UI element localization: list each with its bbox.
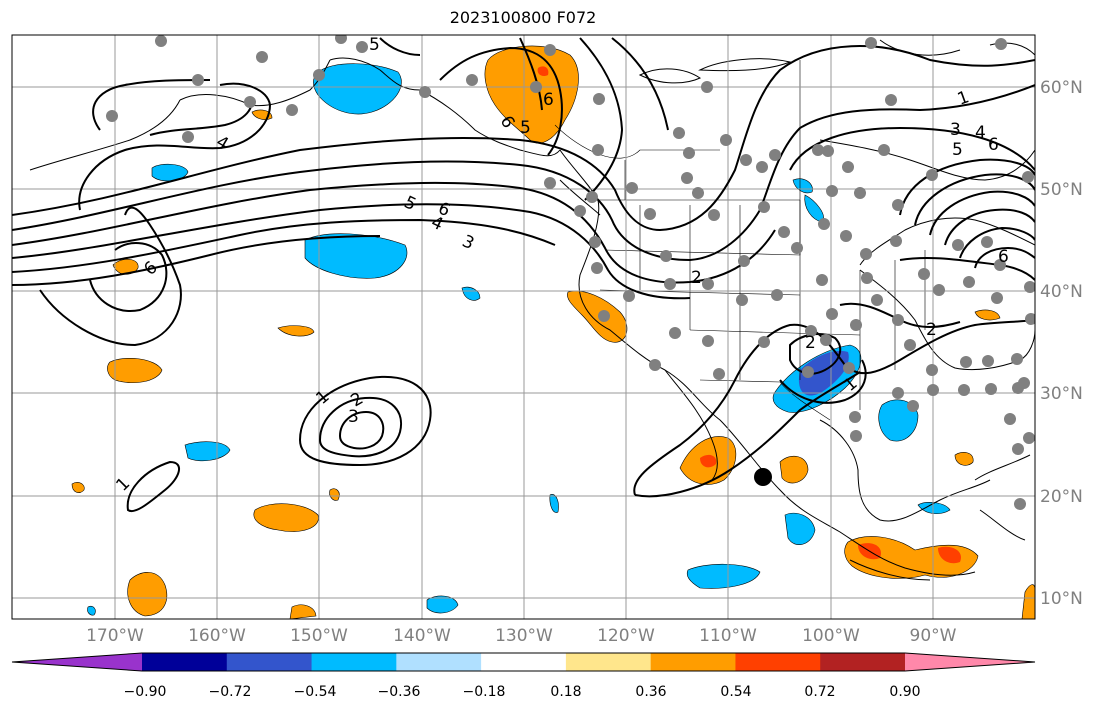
svg-text:2: 2 bbox=[805, 333, 816, 353]
colorbar-tick: −0.90 bbox=[124, 684, 167, 700]
map-frame bbox=[11, 34, 1036, 620]
colorbar-tick: 0.90 bbox=[889, 684, 920, 700]
map-title: 2023100800 F072 bbox=[449, 8, 597, 27]
lon-label: 100°W bbox=[802, 626, 860, 646]
svg-text:6: 6 bbox=[543, 90, 554, 110]
colorbar-segment bbox=[481, 653, 567, 671]
colorbar-tick: 0.36 bbox=[635, 684, 666, 700]
svg-text:5: 5 bbox=[369, 35, 380, 55]
colorbar-segment bbox=[396, 653, 482, 671]
colorbar-segment bbox=[12, 653, 142, 671]
lat-label: 60°N bbox=[1040, 78, 1083, 98]
lat-label: 50°N bbox=[1040, 180, 1083, 200]
colorbar-outline bbox=[11, 652, 1036, 672]
positive-anomaly-shading bbox=[71, 45, 1035, 619]
colorbar-tick: 0.72 bbox=[804, 684, 835, 700]
lon-label: 130°W bbox=[495, 626, 553, 646]
svg-text:2: 2 bbox=[691, 268, 702, 288]
colorbar bbox=[11, 652, 1036, 672]
lon-label: 120°W bbox=[597, 626, 655, 646]
graticule bbox=[12, 35, 1035, 619]
colorbar-segment bbox=[650, 653, 736, 671]
lon-label: 150°W bbox=[290, 626, 348, 646]
lat-label: 20°N bbox=[1040, 487, 1083, 507]
colorbar-tick: 0.54 bbox=[720, 684, 751, 700]
lat-label: 10°N bbox=[1040, 589, 1083, 609]
colorbar-tick: −0.18 bbox=[463, 684, 506, 700]
lon-label: 140°W bbox=[393, 626, 451, 646]
station-markers bbox=[106, 35, 1035, 510]
svg-text:6: 6 bbox=[988, 135, 999, 155]
svg-text:3: 3 bbox=[348, 407, 359, 427]
lat-label: 40°N bbox=[1040, 282, 1083, 302]
strong-positive-shading bbox=[537, 66, 961, 564]
svg-text:4: 4 bbox=[975, 123, 986, 143]
colorbar-segment bbox=[905, 653, 1035, 671]
svg-text:5: 5 bbox=[952, 140, 963, 160]
colorbar-tick-labels: −0.90 −0.72 −0.54 −0.36 −0.18 0.18 0.36 … bbox=[124, 684, 921, 700]
colorbar-segment bbox=[311, 653, 397, 671]
lon-label: 160°W bbox=[188, 626, 246, 646]
colorbar-tick: −0.54 bbox=[294, 684, 337, 700]
lon-label: 170°W bbox=[86, 626, 144, 646]
location-marker bbox=[754, 468, 772, 486]
colorbar-segment bbox=[565, 653, 652, 671]
svg-text:2: 2 bbox=[926, 320, 937, 340]
colorbar-segment bbox=[142, 653, 228, 671]
latitude-labels: 60°N 50°N 40°N 30°N 20°N 10°N bbox=[1040, 78, 1083, 609]
lat-label: 30°N bbox=[1040, 384, 1083, 404]
lon-label: 90°W bbox=[910, 626, 957, 646]
colorbar-segment bbox=[226, 653, 313, 671]
colorbar-tick: 0.18 bbox=[550, 684, 581, 700]
longitude-labels: 170°W 160°W 150°W 140°W 130°W 120°W 110°… bbox=[86, 626, 957, 646]
colorbar-tick: −0.36 bbox=[378, 684, 421, 700]
colorbar-tick: −0.72 bbox=[209, 684, 252, 700]
colorbar-segment bbox=[735, 653, 821, 671]
lon-label: 110°W bbox=[699, 626, 757, 646]
svg-text:5: 5 bbox=[520, 118, 531, 138]
svg-text:3: 3 bbox=[950, 120, 961, 140]
svg-text:6: 6 bbox=[998, 247, 1009, 267]
colorbar-segment bbox=[820, 653, 906, 671]
